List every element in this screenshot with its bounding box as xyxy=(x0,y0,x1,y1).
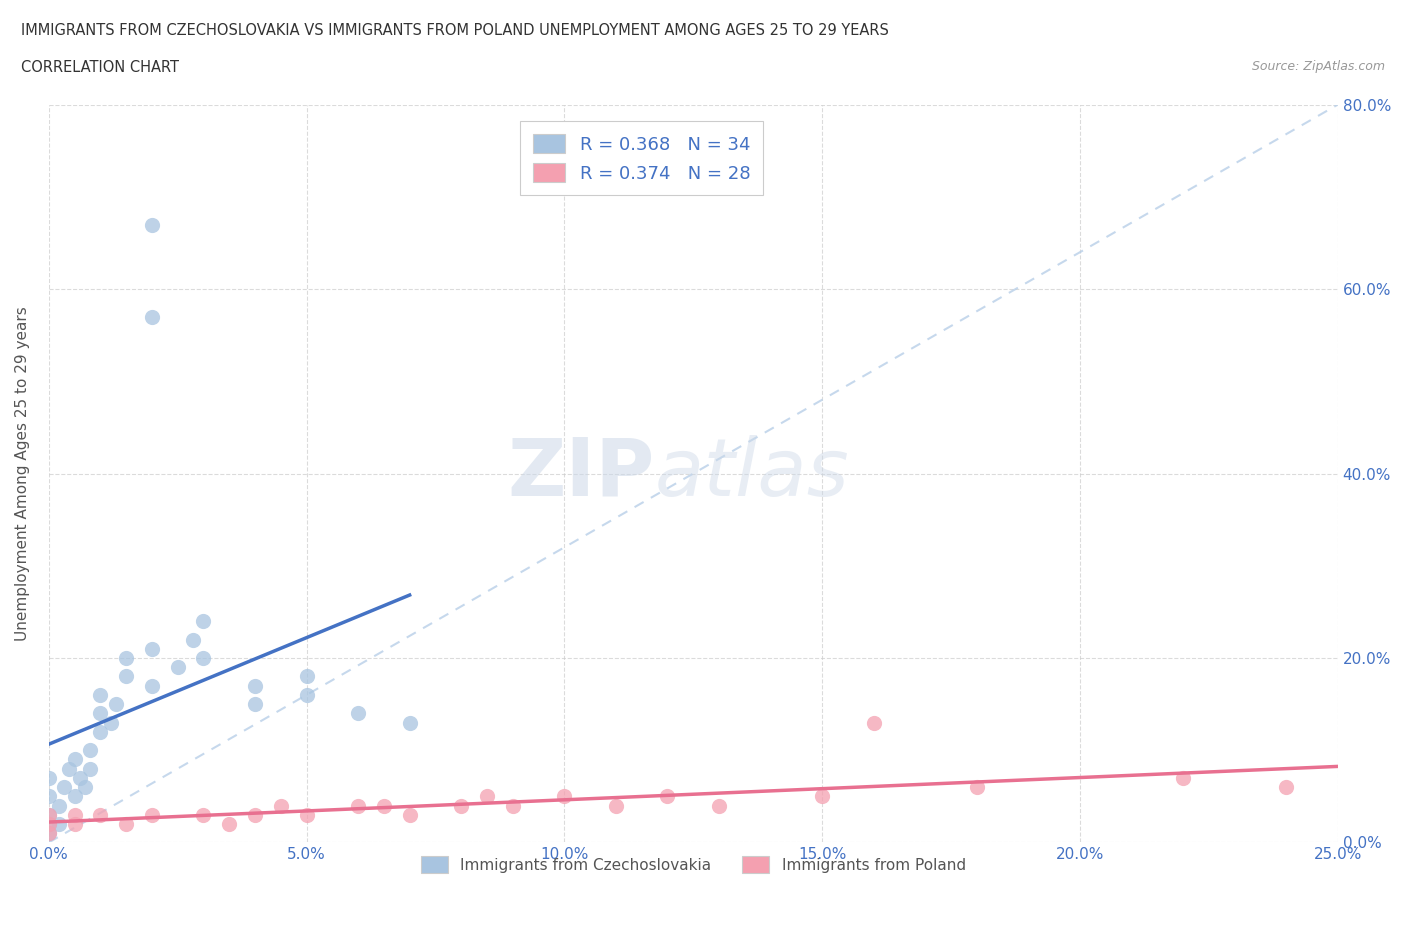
Point xyxy=(347,706,370,721)
Point xyxy=(69,770,91,785)
Point xyxy=(63,752,86,767)
Text: Source: ZipAtlas.com: Source: ZipAtlas.com xyxy=(1251,60,1385,73)
Point xyxy=(966,779,988,794)
Point xyxy=(243,678,266,693)
Point xyxy=(48,817,70,831)
Point xyxy=(38,789,60,804)
Point xyxy=(862,715,884,730)
Point xyxy=(657,789,679,804)
Text: IMMIGRANTS FROM CZECHOSLOVAKIA VS IMMIGRANTS FROM POLAND UNEMPLOYMENT AMONG AGES: IMMIGRANTS FROM CZECHOSLOVAKIA VS IMMIGR… xyxy=(21,23,889,38)
Point xyxy=(38,807,60,822)
Point xyxy=(115,669,138,684)
Point xyxy=(398,807,420,822)
Point xyxy=(502,798,524,813)
Point xyxy=(193,807,215,822)
Y-axis label: Unemployment Among Ages 25 to 29 years: Unemployment Among Ages 25 to 29 years xyxy=(15,306,30,641)
Point xyxy=(38,826,60,841)
Point xyxy=(141,807,163,822)
Point xyxy=(450,798,472,813)
Point xyxy=(89,687,111,702)
Point xyxy=(79,762,101,777)
Point xyxy=(89,807,111,822)
Point xyxy=(193,651,215,666)
Point xyxy=(347,798,370,813)
Point xyxy=(398,715,420,730)
Point xyxy=(605,798,627,813)
Point xyxy=(73,779,96,794)
Point xyxy=(38,807,60,822)
Point xyxy=(295,669,318,684)
Point xyxy=(104,697,127,711)
Point xyxy=(243,807,266,822)
Point xyxy=(1171,770,1194,785)
Point xyxy=(295,807,318,822)
Point xyxy=(58,762,80,777)
Point xyxy=(270,798,292,813)
Point xyxy=(373,798,395,813)
Point xyxy=(141,310,163,325)
Point xyxy=(53,779,76,794)
Point xyxy=(89,706,111,721)
Point xyxy=(100,715,122,730)
Point xyxy=(141,678,163,693)
Point xyxy=(1275,779,1298,794)
Point xyxy=(63,807,86,822)
Point xyxy=(38,826,60,841)
Point xyxy=(166,659,188,674)
Point xyxy=(115,817,138,831)
Point xyxy=(63,817,86,831)
Point xyxy=(218,817,240,831)
Legend: Immigrants from Czechoslovakia, Immigrants from Poland: Immigrants from Czechoslovakia, Immigran… xyxy=(415,850,972,879)
Point xyxy=(38,817,60,831)
Point xyxy=(141,217,163,232)
Point xyxy=(553,789,575,804)
Point xyxy=(243,697,266,711)
Text: atlas: atlas xyxy=(655,434,849,512)
Text: ZIP: ZIP xyxy=(508,434,655,512)
Point xyxy=(89,724,111,739)
Point xyxy=(193,614,215,629)
Point xyxy=(63,789,86,804)
Point xyxy=(115,651,138,666)
Point xyxy=(141,642,163,657)
Point xyxy=(38,817,60,831)
Point xyxy=(811,789,834,804)
Point xyxy=(475,789,498,804)
Point xyxy=(707,798,730,813)
Point xyxy=(295,687,318,702)
Point xyxy=(38,770,60,785)
Point xyxy=(48,798,70,813)
Point xyxy=(181,632,204,647)
Text: CORRELATION CHART: CORRELATION CHART xyxy=(21,60,179,75)
Point xyxy=(79,743,101,758)
